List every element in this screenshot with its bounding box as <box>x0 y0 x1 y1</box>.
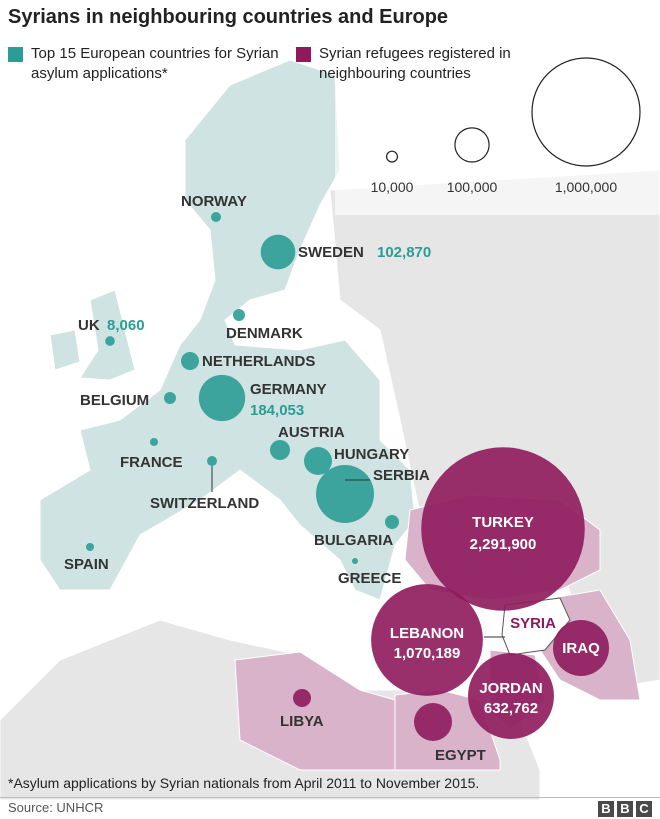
label-switzerland: SWITZERLAND <box>150 495 259 512</box>
scale-circle-1 <box>454 127 490 163</box>
bubble-switzerland <box>207 456 217 466</box>
source: Source: UNHCR <box>8 800 104 815</box>
label-libya: LIBYA <box>280 713 324 730</box>
land-uk <box>79 289 136 381</box>
bubble-sweden <box>260 234 296 270</box>
legend-neighbour-label: Syrian refugees registered in neighbouri… <box>319 45 511 82</box>
value-sweden: 102,870 <box>377 244 431 261</box>
bubble-france <box>150 438 158 446</box>
europe-swatch <box>8 47 23 62</box>
bubble-serbia <box>316 465 374 523</box>
legend-panel <box>335 90 660 215</box>
value-jordan: 632,762 <box>484 700 538 717</box>
label-norway: NORWAY <box>181 193 247 210</box>
label-denmark: DENMARK <box>226 325 303 342</box>
bbc-logo: B B C <box>598 801 652 817</box>
legend-europe-label: Top 15 European countries for Syrian asy… <box>31 45 279 82</box>
map: 10,000 100,000 1,000,000 NORWAY SWEDEN 102,8… <box>0 34 660 800</box>
scale-circle-2 <box>531 57 641 167</box>
scale-label-2: 1,000,000 <box>555 179 617 195</box>
country-labels: NORWAY SWEDEN 102,870 UK 8,060 DENMARK NETHERL… <box>64 193 600 764</box>
label-serbia: SERBIA <box>373 467 430 484</box>
leader-lines <box>211 466 505 638</box>
scale-label-1: 100,000 <box>447 179 498 195</box>
label-syria: SYRIA <box>510 615 556 632</box>
label-egypt: EGYPT <box>435 747 486 764</box>
bubble-uk <box>105 336 115 346</box>
land-syria <box>501 597 571 656</box>
scale-label-0: 10,000 <box>371 179 414 195</box>
bbc-logo-b1: B <box>598 801 614 817</box>
bubble-lebanon <box>371 584 483 696</box>
bubble-austria <box>270 440 290 460</box>
bubble-jordan <box>468 653 554 739</box>
bubble-germany <box>198 374 246 422</box>
bubbles <box>86 212 609 741</box>
label-hungary: HUNGARY <box>334 446 409 463</box>
value-turkey: 2,291,900 <box>470 536 537 553</box>
divider <box>0 797 660 798</box>
label-germany: GERMANY <box>250 381 327 398</box>
page-title: Syrians in neighbouring countries and Eu… <box>8 6 449 28</box>
value-lebanon: 1,070,189 <box>394 645 461 662</box>
footnote: *Asylum applications by Syrian nationals… <box>8 775 480 791</box>
scale-circle-0 <box>386 150 399 163</box>
bbc-logo-c: C <box>636 801 652 817</box>
label-greece: GREECE <box>338 570 401 587</box>
bubble-iraq <box>553 620 609 676</box>
label-austria: AUSTRIA <box>278 424 345 441</box>
label-france: FRANCE <box>120 454 183 471</box>
bubble-hungary <box>304 447 332 475</box>
label-jordan: JORDAN <box>479 680 542 697</box>
size-legend: 10,000 100,000 1,000,000 <box>371 57 641 195</box>
bubble-greece <box>352 558 358 564</box>
bubble-netherlands <box>181 352 199 370</box>
label-spain: SPAIN <box>64 556 109 573</box>
label-netherlands: NETHERLANDS <box>202 353 315 370</box>
bubble-bulgaria <box>385 515 399 529</box>
label-bulgaria: BULGARIA <box>314 532 393 549</box>
bubble-turkey <box>421 447 585 611</box>
value-germany: 184,053 <box>250 402 304 419</box>
label-sweden: SWEDEN <box>298 244 364 261</box>
label-iraq: IRAQ <box>562 640 600 657</box>
bubble-egypt <box>414 703 452 741</box>
value-uk: 8,060 <box>107 317 145 334</box>
bubble-belgium <box>164 392 176 404</box>
neighbour-swatch <box>296 47 311 62</box>
bubble-denmark <box>233 309 245 321</box>
label-belgium: BELGIUM <box>80 392 149 409</box>
land-ireland <box>49 329 81 371</box>
bubble-libya <box>293 689 311 707</box>
bubble-spain <box>86 543 94 551</box>
label-lebanon: LEBANON <box>390 625 464 642</box>
bubble-norway <box>211 212 221 222</box>
label-uk: UK <box>78 317 100 334</box>
bbc-logo-b2: B <box>617 801 633 817</box>
label-turkey: TURKEY <box>472 514 534 531</box>
